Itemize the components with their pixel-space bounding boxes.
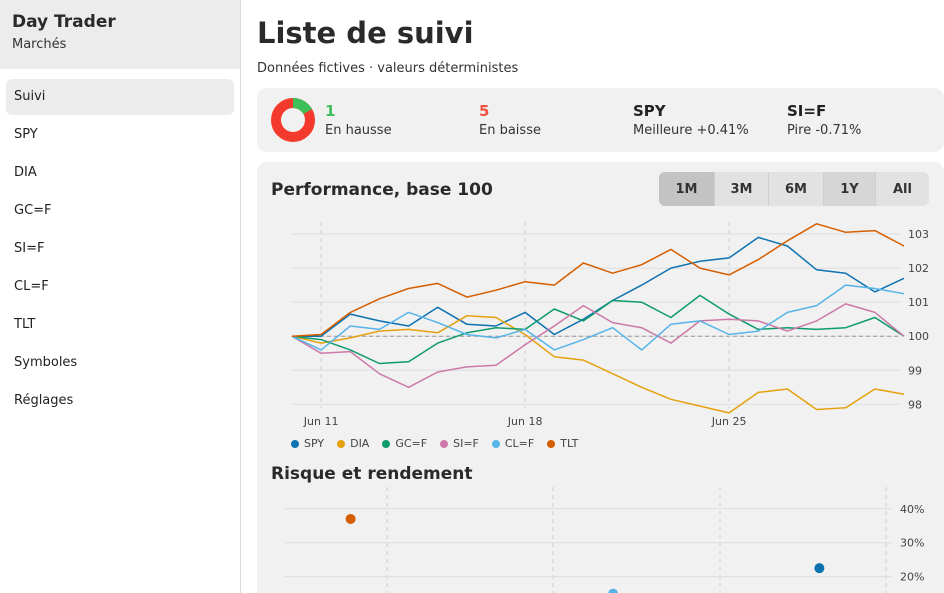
nav-item-spy[interactable]: SPY (14, 127, 38, 142)
performance-title: Performance, base 100 (271, 180, 493, 200)
down-count: 5 (479, 102, 490, 120)
nav-item-dia[interactable]: DIA (14, 165, 37, 180)
worst-symbol: SI=F (787, 102, 827, 120)
series-line-clf (291, 284, 905, 351)
y-tick-label: 101 (908, 296, 929, 309)
nav-item-tlt[interactable]: TLT (14, 317, 36, 332)
legend-label: GC=F (395, 437, 428, 450)
nav-item-suivi[interactable]: Suivi (6, 79, 234, 115)
summary-card: 1 En hausse 5 En baisse SPY Meilleure +0… (257, 88, 944, 152)
up-label: En hausse (325, 123, 392, 138)
down-label: En baisse (479, 123, 541, 138)
stat-up: 1 En hausse (325, 102, 392, 138)
legend-label: SI=F (453, 437, 479, 450)
risk-title: Risque et rendement (271, 464, 473, 484)
up-down-donut (271, 98, 315, 142)
nav-item-gcf[interactable]: GC=F (14, 203, 52, 218)
x-tick-label: Jun 25 (711, 415, 747, 427)
brand-header: Day Trader Marchés (0, 0, 240, 69)
x-tick-label: Jun 18 (507, 415, 543, 427)
legend-item[interactable]: TLT (547, 437, 578, 450)
series-line-sif (291, 303, 905, 389)
donut-up-segment (271, 98, 315, 142)
legend-label: SPY (304, 437, 325, 450)
risk-point-clf[interactable] (608, 588, 619, 593)
y-tick-label: 103 (908, 228, 929, 241)
worst-label: Pire -0.71% (787, 123, 862, 138)
app-subtitle: Marchés (12, 37, 67, 52)
legend-dot (337, 439, 346, 448)
y-tick-label: 40% (900, 503, 924, 516)
risk-point-tlt[interactable] (345, 513, 356, 524)
legend-item[interactable]: CL=F (491, 437, 535, 450)
range-all-button[interactable]: All (876, 172, 929, 206)
range-6m-button[interactable]: 6M (769, 172, 824, 206)
range-1m-button[interactable]: 1M (659, 172, 715, 206)
app-title: Day Trader (12, 12, 116, 32)
series-line-gcf (291, 294, 905, 365)
legend-item[interactable]: DIA (337, 437, 369, 450)
legend-dot (491, 439, 500, 448)
risk-return-chart: 20% 30% 40% (285, 487, 924, 593)
nav-item-clf[interactable]: CL=F (14, 279, 49, 294)
page-title: Liste de suivi (257, 16, 474, 50)
legend-dot (440, 439, 449, 448)
performance-chart: 98 99 100 101 102 103 Jun 11 Jun 18 Jun 25 (291, 222, 929, 427)
y-tick-label: 102 (908, 262, 929, 275)
performance-legend: SPY DIA GC=F SI=F CL=F TLT (291, 437, 578, 450)
legend-dot (291, 439, 299, 448)
series-line-dia (291, 315, 905, 414)
series-line-tlt (291, 223, 905, 337)
legend-label: TLT (560, 437, 579, 450)
legend-label: CL=F (504, 437, 535, 450)
x-tick-label: Jun 11 (303, 415, 339, 427)
series-line-spy (292, 236, 905, 337)
y-tick-label: 30% (900, 537, 924, 550)
legend-item[interactable]: GC=F (382, 437, 427, 450)
range-selector: 1M 3M 6M 1Y All (659, 172, 929, 206)
nav-item-symboles[interactable]: Symboles (14, 355, 78, 370)
stat-best: SPY Meilleure +0.41% (633, 102, 749, 138)
sidebar: Day Trader Marchés Suivi SPY DIA GC=F SI… (0, 0, 241, 593)
legend-item[interactable]: SPY (291, 437, 324, 450)
up-count: 1 (325, 102, 336, 120)
y-tick-label: 100 (908, 330, 929, 343)
stat-down: 5 En baisse (479, 102, 541, 138)
legend-dot (547, 439, 556, 448)
range-3m-button[interactable]: 3M (715, 172, 769, 206)
risk-point-spy[interactable] (814, 563, 825, 574)
nav-item-sif[interactable]: SI=F (14, 241, 45, 256)
y-tick-label: 99 (908, 364, 922, 377)
legend-item[interactable]: SI=F (440, 437, 479, 450)
range-1y-button[interactable]: 1Y (824, 172, 876, 206)
legend-label: DIA (350, 437, 370, 450)
y-tick-label: 98 (908, 398, 922, 411)
nav-item-reglages[interactable]: Réglages (14, 393, 74, 408)
legend-dot (382, 439, 391, 448)
best-label: Meilleure +0.41% (633, 123, 749, 138)
stat-worst: SI=F Pire -0.71% (787, 102, 861, 138)
page-subtitle: Données fictives · valeurs déterministes (257, 61, 519, 76)
y-tick-label: 20% (900, 571, 924, 584)
performance-card: Performance, base 100 1M 3M 6M 1Y All 98… (257, 162, 944, 593)
best-symbol: SPY (633, 102, 666, 120)
